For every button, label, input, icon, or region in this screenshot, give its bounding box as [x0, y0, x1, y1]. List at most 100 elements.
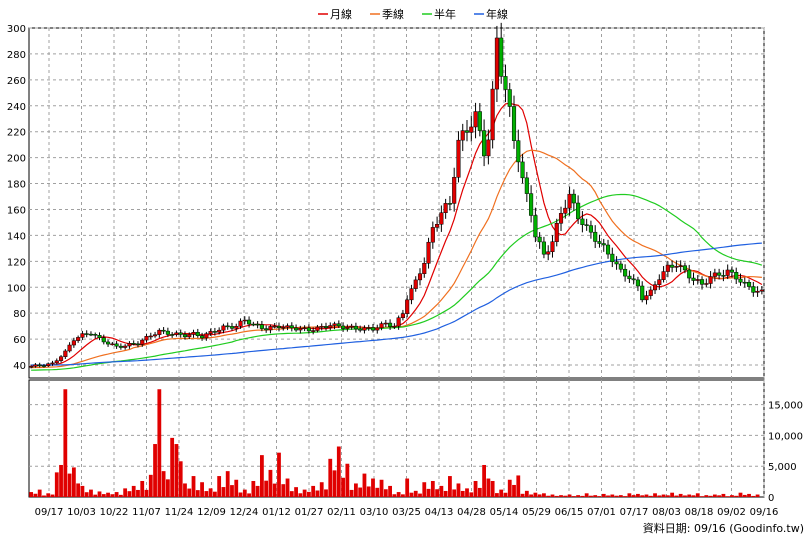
volume-bar-16	[97, 491, 102, 497]
candle-body-101	[460, 130, 465, 141]
volume-bar-113	[512, 484, 516, 497]
volume-panel: 0 5,000 10,000 15,000	[28, 379, 803, 504]
volume-bar-115	[520, 493, 525, 497]
volume-bar-10	[71, 467, 76, 497]
candle-body-68	[319, 326, 324, 328]
volume-bar-95	[435, 489, 439, 497]
volume-bar-26	[140, 480, 145, 497]
candle-body-81	[375, 327, 380, 331]
candle-body-152	[678, 265, 683, 267]
volume-bar-50	[242, 489, 247, 497]
candle-body-9	[67, 344, 72, 352]
candle-body-42	[208, 331, 213, 334]
volume-bar-84	[388, 485, 392, 497]
volume-bar-80	[371, 478, 375, 497]
candle-body-148	[661, 271, 666, 280]
candle-body-47	[229, 326, 235, 329]
volume-bar-108	[490, 480, 495, 497]
volume-bar-32	[165, 479, 170, 497]
volume-bar-40	[200, 482, 204, 497]
volume-bar-94	[430, 480, 435, 497]
candle-body-33	[170, 334, 175, 336]
candle-body-116	[524, 177, 529, 194]
volume-bar-170	[755, 494, 760, 497]
volume-bar-90	[413, 490, 418, 497]
candle-body-147	[657, 279, 662, 285]
volume-tick-label-3: 15,000	[768, 401, 803, 412]
candle-body-91	[417, 273, 423, 281]
volume-bar-53	[255, 485, 260, 497]
volume-bar-111	[503, 492, 508, 497]
candle-body-158	[704, 283, 709, 285]
volume-bar-160	[712, 494, 717, 497]
volume-bar-46	[225, 471, 230, 497]
volume-bar-35	[178, 461, 183, 497]
candle-body-98	[447, 203, 452, 205]
candle-body-59	[281, 326, 286, 329]
volume-bar-93	[426, 488, 431, 497]
volume-bar-128	[576, 495, 581, 497]
candle-body-0	[29, 366, 34, 368]
volume-bar-150	[670, 492, 675, 497]
candle-body-69	[323, 326, 329, 328]
candle-body-141	[631, 278, 636, 281]
x-tick-label-13: 04/28	[457, 507, 486, 518]
candle-body-27	[144, 336, 149, 341]
candle-body-149	[665, 264, 670, 272]
volume-bar-102	[465, 488, 469, 497]
candle-body-72	[336, 323, 341, 327]
candle-body-57	[272, 325, 277, 328]
candle-body-58	[276, 325, 282, 329]
volume-bar-21	[118, 494, 123, 497]
candle-body-36	[182, 334, 188, 338]
candle-body-13	[84, 333, 89, 335]
volume-bar-39	[195, 490, 200, 497]
volume-bar-15	[93, 494, 98, 497]
volume-bar-42	[208, 488, 213, 497]
candle-body-80	[370, 327, 376, 331]
legend-label-3: 年線	[486, 7, 508, 21]
ma-month-line	[31, 102, 763, 367]
candle-body-129	[580, 218, 585, 225]
volume-bar-161	[717, 495, 722, 497]
volume-bar-70	[328, 458, 333, 497]
candle-body-2	[37, 364, 42, 367]
candle-body-25	[135, 343, 141, 346]
candle-body-30	[157, 329, 162, 335]
volume-bar-51	[247, 493, 251, 497]
candle-body-90	[413, 279, 418, 289]
volume-bar-17	[101, 494, 106, 497]
candle-body-134	[601, 243, 606, 246]
x-tick-label-21: 09/02	[717, 507, 746, 518]
candle-body-75	[349, 325, 354, 328]
price-frame	[28, 27, 765, 379]
volume-bar-48	[234, 479, 239, 497]
candle-body-16	[97, 335, 102, 338]
volume-bar-36	[183, 483, 187, 497]
candle-body-144	[644, 295, 649, 301]
volume-bar-145	[648, 495, 653, 497]
candle-body-137	[614, 261, 619, 265]
volume-bar-38	[191, 476, 196, 497]
volume-bar-33	[170, 437, 175, 497]
volume-bar-154	[687, 494, 692, 497]
x-tick-label-10: 03/10	[360, 507, 389, 518]
volume-bar-153	[683, 495, 687, 497]
volume-bar-67	[315, 490, 320, 497]
price-tick-label-9: 220	[7, 128, 26, 139]
candle-body-60	[285, 325, 290, 328]
volume-bar-117	[529, 494, 534, 497]
volume-bar-43	[212, 491, 217, 497]
volume-bar-96	[439, 485, 444, 497]
volume-bar-31	[161, 471, 166, 497]
volume-bar-66	[311, 485, 316, 497]
candle-body-93	[426, 241, 431, 264]
candle-body-132	[593, 231, 598, 242]
volume-bar-22	[123, 488, 128, 497]
ma-halfyear-line	[31, 193, 763, 371]
x-tick-label-1: 10/03	[67, 507, 96, 518]
x-tick-label-9: 02/11	[327, 507, 356, 518]
candle-body-99	[452, 177, 457, 204]
candle-body-79	[366, 327, 371, 329]
volume-bar-37	[187, 488, 192, 497]
